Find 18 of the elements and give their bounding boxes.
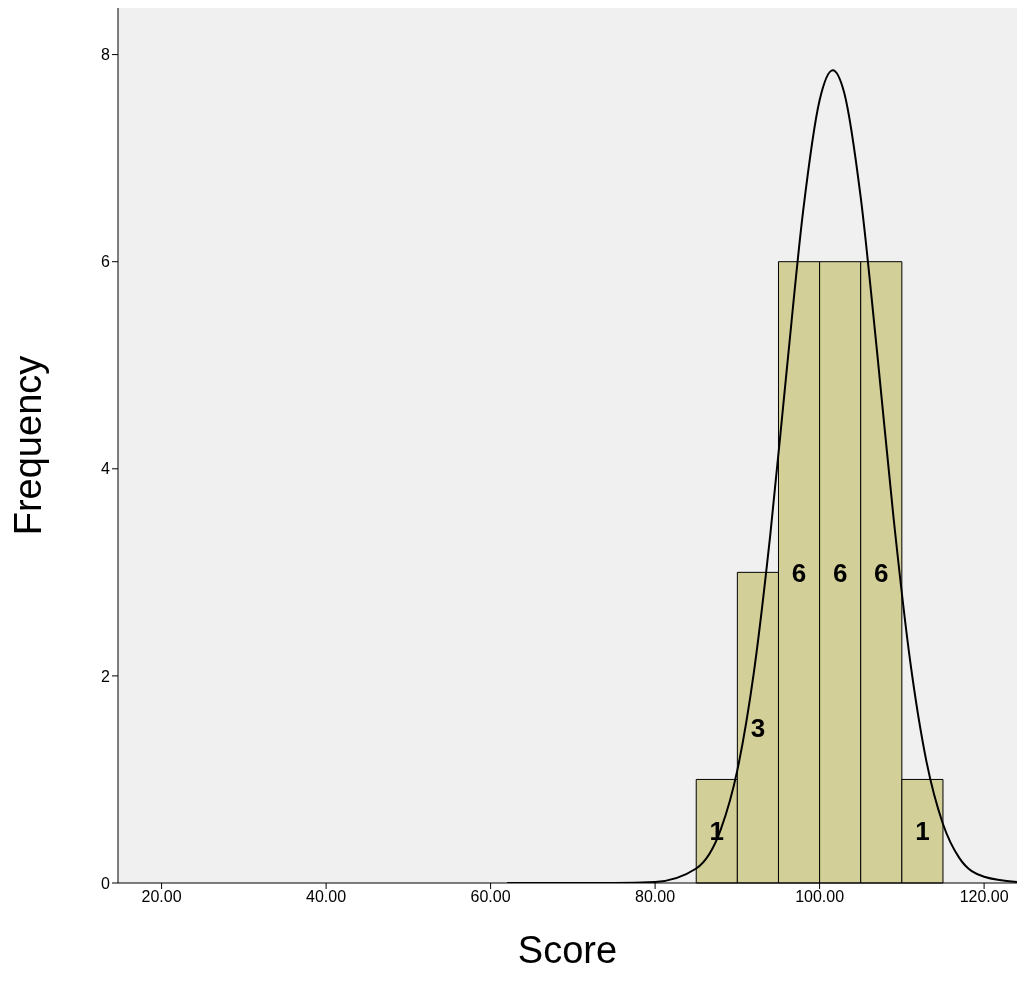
x-tick-label: 20.00 bbox=[141, 888, 182, 906]
data-label: 6 bbox=[874, 557, 889, 588]
y-tick-label: 8 bbox=[101, 46, 111, 64]
x-tick-label: 100.00 bbox=[795, 888, 845, 906]
x-tick-label: 80.00 bbox=[635, 888, 676, 906]
y-tick-label: 4 bbox=[101, 460, 111, 478]
x-axis-title: Score bbox=[517, 929, 618, 971]
x-tick-label: 120.00 bbox=[959, 888, 1009, 906]
x-tick-label: 40.00 bbox=[306, 888, 347, 906]
data-label: 3 bbox=[750, 712, 766, 743]
y-tick-label: 6 bbox=[101, 253, 111, 271]
data-label: 6 bbox=[832, 557, 848, 588]
x-tick-label: 60.00 bbox=[470, 888, 511, 906]
y-tick-label: 2 bbox=[101, 667, 111, 685]
y-axis-title: Frequency bbox=[7, 355, 50, 536]
data-label: 6 bbox=[791, 557, 807, 588]
y-tick-label: 0 bbox=[101, 874, 111, 892]
data-label: 1 bbox=[915, 816, 930, 847]
